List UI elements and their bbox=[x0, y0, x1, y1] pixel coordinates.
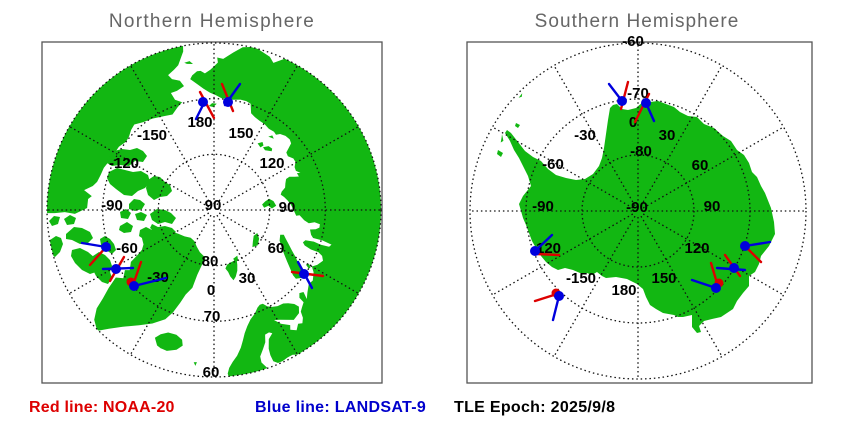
svg-text:-150: -150 bbox=[137, 127, 167, 144]
svg-text:-70: -70 bbox=[627, 85, 649, 102]
svg-text:30: 30 bbox=[659, 127, 676, 144]
svg-text:-90: -90 bbox=[626, 199, 648, 216]
svg-text:Southern Hemisphere: Southern Hemisphere bbox=[535, 11, 740, 32]
svg-text:-60: -60 bbox=[622, 33, 644, 50]
svg-text:90: 90 bbox=[704, 198, 721, 215]
svg-text:0: 0 bbox=[207, 282, 215, 299]
svg-text:60: 60 bbox=[268, 240, 285, 257]
svg-text:TLE Epoch: 2025/9/8: TLE Epoch: 2025/9/8 bbox=[454, 399, 615, 416]
svg-text:120: 120 bbox=[684, 240, 709, 257]
svg-text:-120: -120 bbox=[109, 155, 139, 172]
svg-text:150: 150 bbox=[228, 125, 253, 142]
svg-text:70: 70 bbox=[204, 308, 221, 325]
svg-text:30: 30 bbox=[239, 270, 256, 287]
svg-text:90: 90 bbox=[279, 199, 296, 216]
svg-text:-90: -90 bbox=[101, 197, 123, 214]
svg-text:-150: -150 bbox=[566, 270, 596, 287]
svg-text:Blue line: LANDSAT-9: Blue line: LANDSAT-9 bbox=[255, 399, 426, 416]
svg-text:90: 90 bbox=[205, 197, 222, 214]
svg-text:Northern Hemisphere: Northern Hemisphere bbox=[109, 11, 315, 32]
svg-text:-90: -90 bbox=[532, 198, 554, 215]
svg-text:-30: -30 bbox=[574, 127, 596, 144]
svg-text:60: 60 bbox=[692, 157, 709, 174]
svg-text:120: 120 bbox=[259, 155, 284, 172]
svg-text:180: 180 bbox=[611, 282, 636, 299]
svg-text:150: 150 bbox=[651, 270, 676, 287]
svg-text:180: 180 bbox=[187, 114, 212, 131]
svg-text:-80: -80 bbox=[630, 143, 652, 160]
svg-text:-60: -60 bbox=[542, 156, 564, 173]
svg-text:0: 0 bbox=[629, 114, 637, 131]
svg-text:-60: -60 bbox=[116, 240, 138, 257]
svg-text:80: 80 bbox=[202, 253, 219, 270]
svg-text:60: 60 bbox=[203, 364, 220, 381]
svg-text:Red line: NOAA-20: Red line: NOAA-20 bbox=[29, 399, 175, 416]
